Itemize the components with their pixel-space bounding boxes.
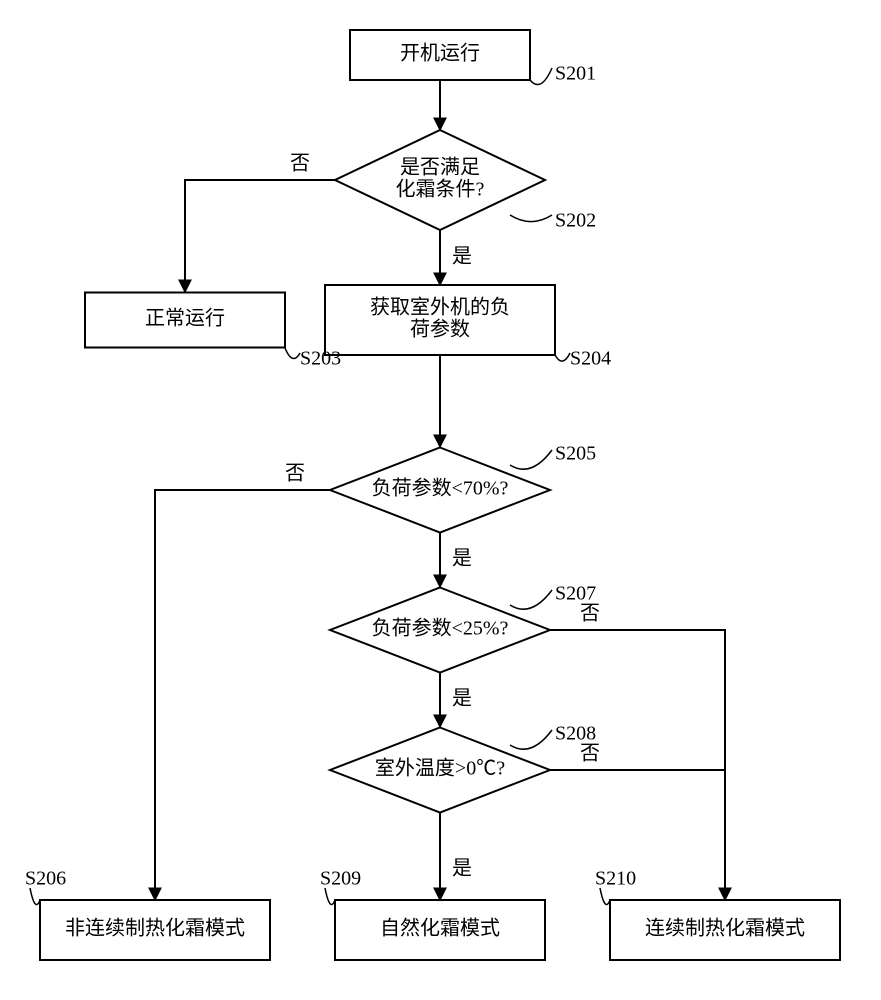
node-S209: 自然化霜模式: [335, 900, 545, 960]
node-text: 化霜条件?: [396, 178, 485, 201]
node-S207: 负荷参数<25%?: [330, 588, 550, 673]
node-S206: 非连续制热化霜模式: [40, 900, 270, 960]
step-hook: [510, 450, 552, 469]
node-text: 获取室外机的负: [370, 296, 510, 319]
edge-label: 是: [452, 548, 472, 570]
step-label: S207: [555, 583, 596, 605]
node-text: 室外温度>0℃?: [375, 757, 505, 780]
node-S205: 负荷参数<70%?: [330, 448, 550, 533]
node-S208: 室外温度>0℃?: [330, 728, 550, 813]
node-text: 非连续制热化霜模式: [65, 917, 245, 940]
step-label: S205: [555, 443, 596, 465]
step-hook: [530, 68, 552, 85]
step-label: S202: [555, 210, 596, 232]
step-label: S201: [555, 63, 596, 85]
step-hook: [510, 590, 552, 609]
step-hook: [510, 730, 552, 749]
edge-label: 否: [290, 153, 310, 175]
edge-label: 否: [285, 463, 305, 485]
node-S203: 正常运行: [85, 293, 285, 348]
node-text: 是否满足: [400, 156, 480, 179]
node-S210: 连续制热化霜模式: [610, 900, 840, 960]
step-label: S208: [555, 723, 596, 745]
flow-edge: [155, 490, 330, 900]
step-hook: [510, 215, 552, 222]
step-hook: [325, 888, 335, 905]
step-hook: [600, 888, 610, 905]
flow-edge: [185, 180, 335, 292]
edge-label: 否: [580, 743, 600, 765]
step-label: S210: [595, 868, 636, 890]
step-hook: [555, 353, 570, 361]
step-hook: [30, 888, 40, 905]
node-text: 自然化霜模式: [380, 917, 500, 940]
edge-label: 是: [452, 688, 472, 710]
node-text: 开机运行: [400, 42, 480, 65]
node-text: 负荷参数<25%?: [372, 617, 509, 640]
edge-label: 是: [452, 246, 472, 268]
node-text: 连续制热化霜模式: [645, 917, 805, 940]
edge-label: 否: [580, 603, 600, 625]
step-label: S206: [25, 868, 66, 890]
step-label: S203: [300, 348, 341, 370]
edge-label: 是: [452, 858, 472, 880]
flow-edge: [550, 630, 725, 900]
step-hook: [285, 348, 300, 359]
node-S201: 开机运行: [350, 30, 530, 80]
node-S204: 获取室外机的负荷参数: [325, 285, 555, 355]
node-text: 负荷参数<70%?: [372, 477, 509, 500]
step-label: S204: [570, 348, 611, 370]
node-S202: 是否满足化霜条件?: [335, 130, 545, 230]
node-text: 正常运行: [145, 307, 225, 330]
node-text: 荷参数: [410, 318, 470, 341]
step-label: S209: [320, 868, 361, 890]
